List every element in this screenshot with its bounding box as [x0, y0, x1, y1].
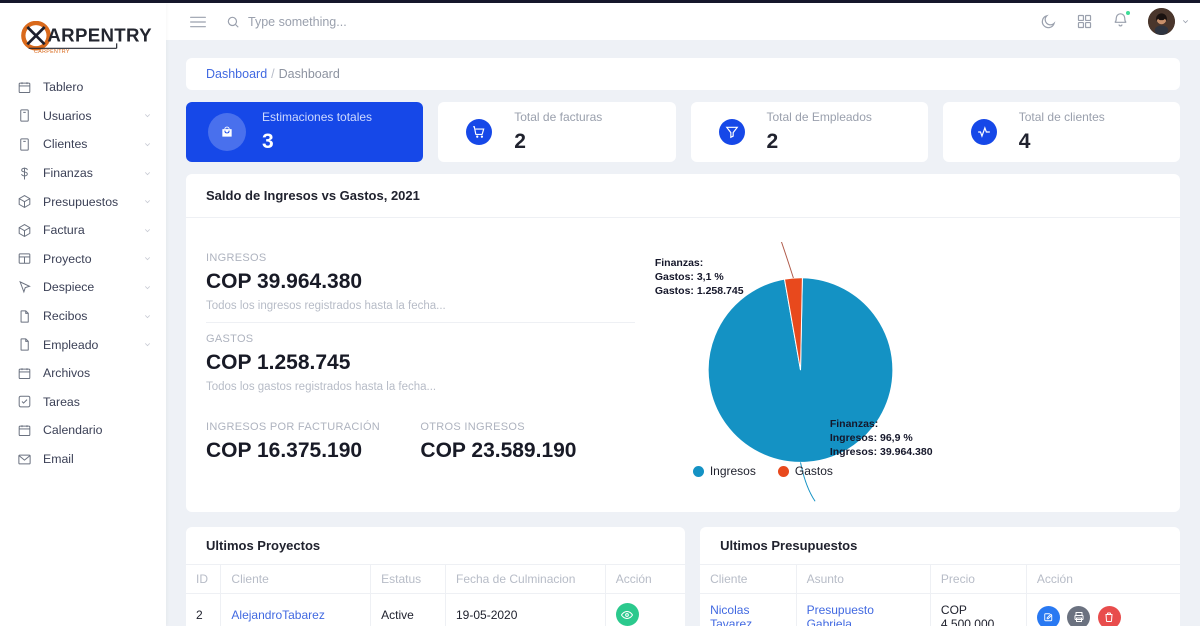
- svg-text:CARPENTRY: CARPENTRY: [34, 49, 70, 55]
- svg-text:ARPENTRY: ARPENTRY: [47, 25, 152, 46]
